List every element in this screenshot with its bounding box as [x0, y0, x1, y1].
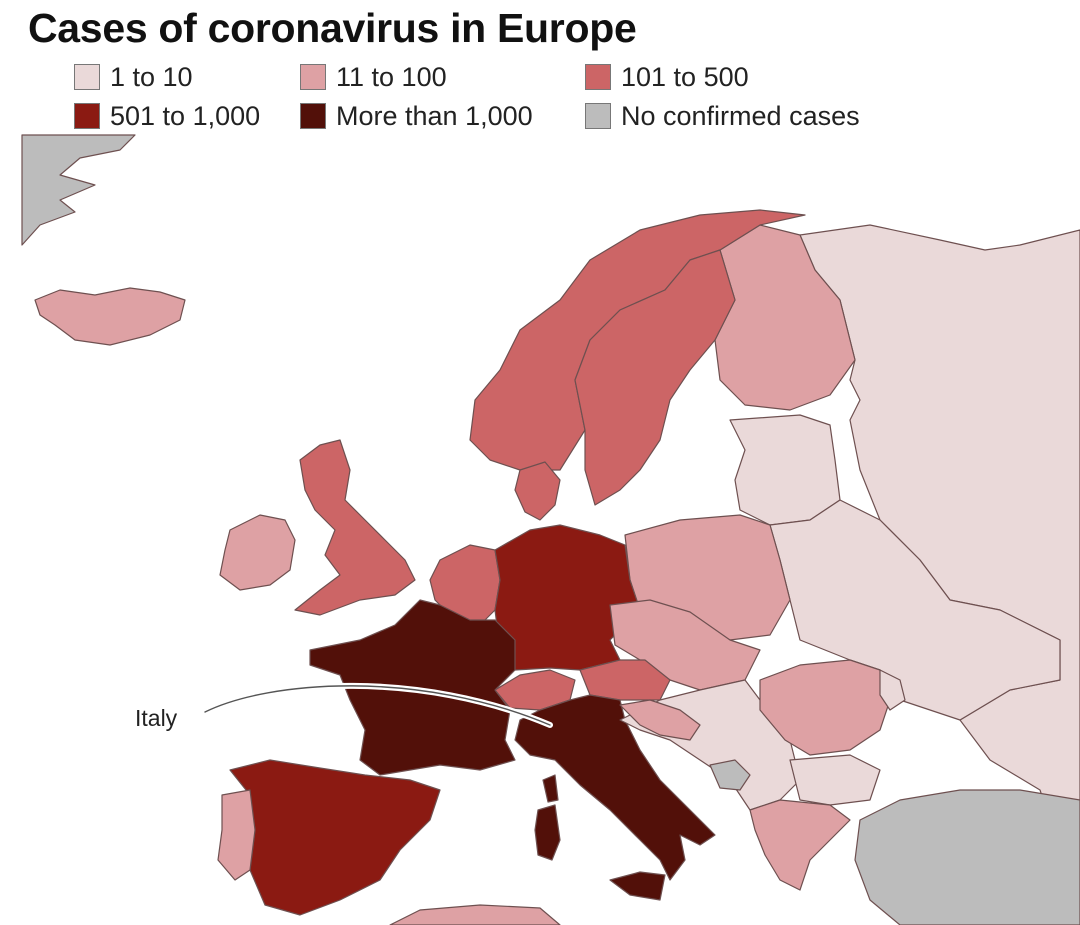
callout-label-italy: Italy	[135, 705, 178, 731]
region-romania	[759, 659, 891, 756]
region-sardinia	[534, 804, 561, 861]
legend-swatch	[585, 64, 611, 90]
legend-label: 11 to 100	[336, 62, 447, 92]
region-corsica	[542, 774, 559, 803]
region-belarus-ukraine	[769, 499, 1061, 721]
region-denmark	[514, 461, 561, 521]
legend-label: No confirmed cases	[621, 101, 860, 131]
legend-label: 1 to 10	[110, 62, 193, 92]
region-nocase-balkan	[709, 759, 751, 791]
italy-callout	[202, 682, 553, 728]
region-greece	[749, 799, 851, 891]
region-benelux	[429, 544, 501, 626]
legend-item-501-to-1000: 501 to 1,000	[74, 101, 260, 131]
region-sicily	[609, 871, 666, 901]
region-croatia	[619, 699, 701, 741]
legend-item-more-than-1000: More than 1,000	[300, 101, 533, 131]
legend-item-11-to-100: 11 to 100	[300, 62, 447, 92]
legend-swatch	[585, 103, 611, 129]
region-uk	[294, 439, 416, 616]
legend-item-no-confirmed: No confirmed cases	[585, 101, 860, 131]
legend-item-101-to-500: 101 to 500	[585, 62, 749, 92]
legend-swatch	[74, 64, 100, 90]
region-ireland	[219, 514, 296, 591]
legend-label: 501 to 1,000	[110, 101, 261, 131]
region-portugal	[217, 789, 256, 881]
region-iceland	[34, 287, 186, 346]
region-turkey	[854, 789, 1080, 925]
region-sweden	[574, 249, 736, 506]
region-greenland	[21, 134, 136, 246]
legend-label: 101 to 500	[621, 62, 749, 92]
region-north-africa	[389, 904, 561, 925]
legend-item-1-to-10: 1 to 10	[74, 62, 193, 92]
region-switzerland	[494, 669, 576, 711]
region-baltics	[729, 414, 841, 526]
region-spain	[229, 759, 441, 916]
region-italy	[514, 694, 716, 881]
legend-swatch	[74, 103, 100, 129]
page-title: Cases of coronavirus in Europe	[28, 5, 637, 51]
legend-swatch	[300, 64, 326, 90]
legend-swatch	[300, 103, 326, 129]
legend: 1 to 10 11 to 100 101 to 500 501 to 1,00…	[0, 60, 1080, 140]
region-germany	[494, 524, 641, 671]
region-bulgaria	[789, 754, 881, 806]
legend-label: More than 1,000	[336, 101, 533, 131]
region-moldova	[879, 669, 906, 711]
